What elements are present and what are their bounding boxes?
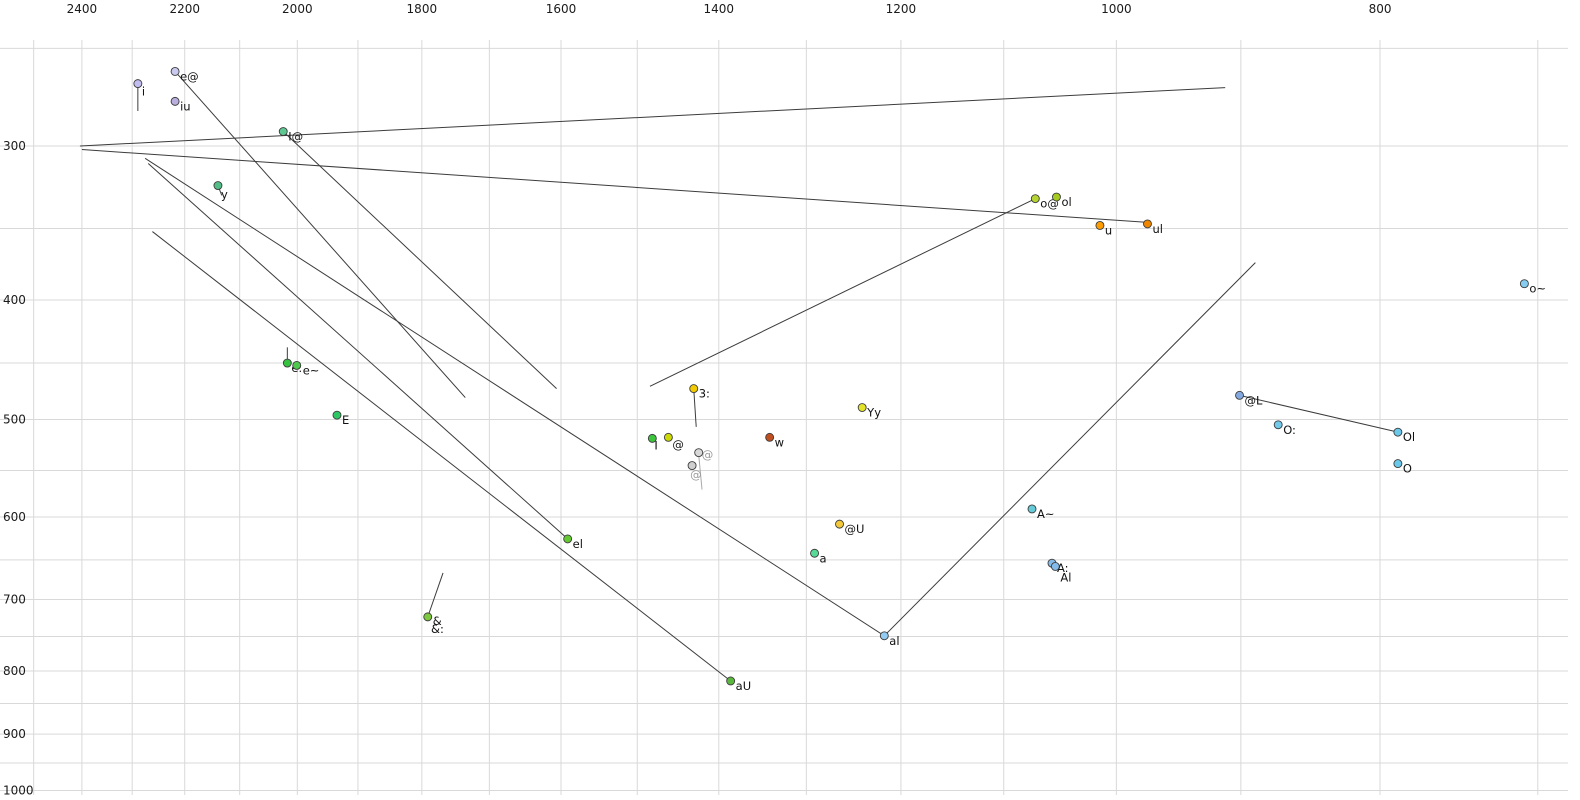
vowel-label: @ — [690, 468, 702, 482]
trajectory-line — [174, 71, 466, 398]
trajectory-line — [147, 163, 568, 540]
y-tick-label: 700 — [3, 593, 26, 607]
vowel-label: A: — [1057, 561, 1069, 575]
trajectory-line — [698, 454, 703, 490]
vowel-label: o~ — [1529, 282, 1546, 296]
vowel-point[interactable] — [563, 534, 573, 544]
y-tick-label: 900 — [3, 727, 26, 741]
trajectory-line — [427, 572, 444, 618]
vowel-point[interactable] — [278, 127, 288, 136]
vowel-label: e@ — [180, 69, 199, 83]
x-tick-label: 800 — [1369, 2, 1392, 16]
vowel-point[interactable] — [879, 631, 889, 641]
vowel-label: @L — [1245, 393, 1264, 407]
y-tick-label: 1000 — [3, 783, 34, 797]
vowel-point[interactable] — [689, 384, 699, 394]
vowel-label: aU — [736, 679, 751, 693]
y-tick-label: 400 — [3, 293, 26, 307]
x-tick-label: 1600 — [546, 2, 577, 16]
vowel-point[interactable] — [1393, 459, 1403, 469]
vowel-label: el — [573, 537, 583, 551]
y-tick-label: 500 — [3, 412, 26, 426]
vowel-point[interactable] — [423, 612, 433, 622]
vowel-label: 3: — [699, 387, 710, 401]
vowel-label: @ — [702, 448, 714, 462]
vowel-point[interactable] — [282, 358, 292, 368]
vowel-point[interactable] — [292, 360, 302, 370]
trajectory-line — [649, 198, 1036, 387]
vowel-label: E — [342, 413, 349, 427]
vowel-point[interactable] — [1143, 219, 1152, 229]
trajectory-line — [79, 87, 1226, 147]
vowel-point[interactable] — [213, 181, 223, 190]
y-tick-label: 800 — [3, 664, 26, 678]
vowel-label: & — [433, 614, 442, 628]
vowel-point[interactable] — [1050, 561, 1060, 571]
x-tick-label: 1400 — [704, 2, 735, 16]
vowel-label: O: — [1283, 423, 1296, 437]
vowel-point[interactable] — [857, 403, 867, 412]
vowel-point[interactable] — [810, 548, 820, 558]
vowel-point[interactable] — [1095, 220, 1105, 230]
x-tick-label: 1000 — [1101, 2, 1132, 16]
y-tick-label: 300 — [3, 139, 26, 153]
x-tick-label: 2400 — [67, 2, 98, 16]
x-tick-label: 1800 — [407, 2, 438, 16]
vowel-label: ol — [1061, 195, 1071, 209]
vowel-label: a — [820, 551, 827, 565]
vowel-label: iu — [180, 99, 190, 113]
trajectory-line — [81, 149, 1148, 223]
vowel-label: I@ — [288, 130, 303, 144]
vowel-point[interactable] — [170, 67, 180, 76]
vowel-label: Yy — [866, 406, 881, 420]
trajectory-line — [883, 262, 1256, 637]
vowel-point[interactable] — [332, 410, 342, 420]
vowel-label: @U — [845, 522, 865, 536]
vowel-point[interactable] — [1273, 420, 1283, 430]
x-tick-label: 1200 — [886, 2, 917, 16]
trajectory-line — [693, 388, 697, 427]
vowel-label: w — [775, 435, 784, 449]
vowel-label: ul — [1152, 222, 1162, 236]
vowel-label: y — [221, 188, 228, 202]
vowel-point[interactable] — [1235, 390, 1244, 400]
y-tick-label: 600 — [3, 510, 26, 524]
vowel-label: e~ — [303, 363, 320, 377]
annotation-text: &: — [431, 622, 444, 636]
trajectory-line — [152, 231, 731, 682]
vowel-point[interactable] — [694, 448, 704, 458]
vowel-point[interactable] — [765, 432, 775, 442]
vowel-label: Al — [1060, 570, 1071, 584]
vowel-point[interactable] — [1519, 279, 1529, 289]
vowel-label: al — [889, 634, 899, 648]
vowel-label: Ol — [1403, 430, 1415, 444]
trajectory-line — [282, 131, 557, 389]
vowel-label: O — [1403, 462, 1412, 476]
vowel-point[interactable] — [647, 433, 657, 443]
vowel-point[interactable] — [726, 676, 736, 686]
x-tick-label: 2000 — [282, 2, 313, 16]
vowel-point[interactable] — [133, 79, 143, 89]
trajectory-line — [1239, 394, 1398, 433]
vowel-label: @ — [672, 437, 684, 451]
vowel-point[interactable] — [835, 519, 844, 529]
vowel-label: u — [1105, 223, 1112, 237]
vowel-label: i — [142, 85, 145, 99]
vowel-label: I — [654, 438, 657, 452]
vowel-point[interactable] — [170, 96, 180, 106]
vowel-point[interactable] — [1052, 192, 1061, 202]
x-tick-label: 2200 — [169, 2, 200, 16]
trajectory-line — [144, 157, 885, 637]
vowel-point[interactable] — [687, 461, 697, 471]
vowel-point[interactable] — [1393, 427, 1403, 437]
vowel-label: A~ — [1037, 507, 1055, 521]
vowel-point[interactable] — [1030, 194, 1040, 204]
vowel-point[interactable] — [1027, 504, 1037, 514]
vowel-point[interactable] — [663, 432, 673, 442]
